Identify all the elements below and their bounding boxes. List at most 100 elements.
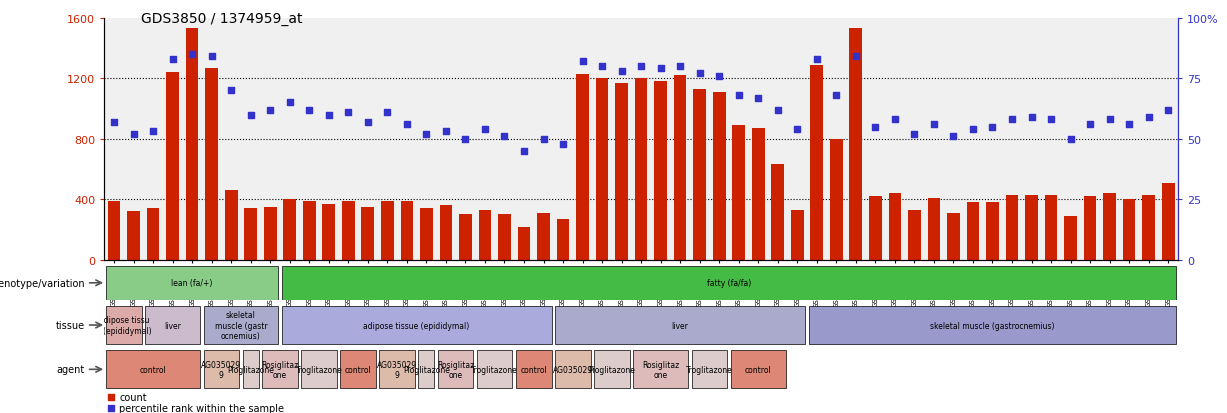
Point <box>378 109 398 116</box>
Point <box>788 126 807 133</box>
Point <box>768 107 788 114</box>
Text: Pioglitazone: Pioglitazone <box>589 365 636 374</box>
Bar <box>106 266 279 300</box>
Point <box>534 136 553 143</box>
Point <box>144 129 163 135</box>
Bar <box>772 165 784 260</box>
Bar <box>1142 195 1155 260</box>
Bar <box>108 201 120 260</box>
Bar <box>633 351 688 388</box>
Text: control: control <box>140 365 167 374</box>
Bar <box>342 201 355 260</box>
Point <box>885 117 904 123</box>
Point <box>553 141 573 147</box>
Text: percentile rank within the sample: percentile rank within the sample <box>119 403 285 413</box>
Text: lean (fa/+): lean (fa/+) <box>172 279 212 287</box>
Point <box>748 95 768 102</box>
Text: Pioglitazone: Pioglitazone <box>402 365 450 374</box>
Point <box>1080 121 1099 128</box>
Point <box>944 134 963 140</box>
Point <box>163 56 183 63</box>
Point <box>1002 117 1022 123</box>
Text: control: control <box>345 365 372 374</box>
Text: Troglitazone: Troglitazone <box>686 365 733 374</box>
Bar <box>888 194 901 260</box>
Bar <box>1006 195 1018 260</box>
Point <box>514 148 534 155</box>
Text: liver: liver <box>164 321 182 330</box>
Bar <box>752 129 764 260</box>
Bar <box>283 200 296 260</box>
Bar <box>692 351 728 388</box>
Point <box>1119 121 1139 128</box>
Bar <box>928 198 940 260</box>
Bar <box>204 306 279 344</box>
Bar <box>577 74 589 260</box>
Point <box>650 66 670 73</box>
Bar <box>479 210 491 260</box>
Point <box>845 54 865 61</box>
Bar <box>849 29 863 260</box>
Bar <box>420 209 433 260</box>
Point <box>1022 114 1042 121</box>
Bar <box>1103 194 1115 260</box>
Bar <box>379 351 415 388</box>
Point <box>455 136 475 143</box>
Bar <box>264 207 276 260</box>
Bar <box>243 351 259 388</box>
Point <box>436 129 455 135</box>
Bar <box>145 306 200 344</box>
Bar <box>869 197 882 260</box>
Text: skeletal muscle (gastrocnemius): skeletal muscle (gastrocnemius) <box>930 321 1055 330</box>
Text: Rosiglitaz
one: Rosiglitaz one <box>261 360 298 379</box>
Bar <box>555 351 590 388</box>
Point <box>1042 117 1061 123</box>
Text: skeletal
muscle (gastr
ocnemius): skeletal muscle (gastr ocnemius) <box>215 311 267 340</box>
Bar <box>106 306 141 344</box>
Bar <box>382 201 394 260</box>
Point <box>201 54 221 61</box>
Bar <box>1026 195 1038 260</box>
Point <box>183 52 202 58</box>
Bar <box>204 351 239 388</box>
Point <box>101 394 120 400</box>
Point <box>865 124 885 131</box>
Bar <box>555 306 805 344</box>
Point <box>729 93 748 99</box>
Bar <box>362 207 374 260</box>
Text: adipose tissu
e (epididymal): adipose tissu e (epididymal) <box>96 316 152 335</box>
Text: AG035029: AG035029 <box>552 365 593 374</box>
Bar <box>908 210 920 260</box>
Bar <box>791 210 804 260</box>
Bar <box>167 73 179 260</box>
Text: Troglitazone: Troglitazone <box>296 365 342 374</box>
Bar <box>1044 195 1058 260</box>
Bar <box>987 203 999 260</box>
Point <box>1099 117 1119 123</box>
Text: Pioglitazone: Pioglitazone <box>227 365 274 374</box>
Bar <box>340 351 375 388</box>
Bar <box>185 29 199 260</box>
Bar <box>693 90 706 260</box>
Bar <box>947 214 960 260</box>
Bar <box>302 351 336 388</box>
Bar <box>459 215 471 260</box>
Point <box>101 404 120 411</box>
Bar <box>518 227 530 260</box>
Bar <box>438 351 474 388</box>
Point <box>983 124 1002 131</box>
Point <box>240 112 260 119</box>
Bar <box>225 191 238 260</box>
Bar <box>128 212 140 260</box>
Bar <box>147 209 160 260</box>
Bar <box>517 351 551 388</box>
Bar <box>634 79 648 260</box>
Bar <box>1162 183 1174 260</box>
Bar <box>829 140 843 260</box>
Text: tissue: tissue <box>55 320 85 330</box>
Point <box>494 134 514 140</box>
Point <box>319 112 339 119</box>
Bar <box>713 93 725 260</box>
Bar <box>1123 200 1135 260</box>
Point <box>299 107 319 114</box>
